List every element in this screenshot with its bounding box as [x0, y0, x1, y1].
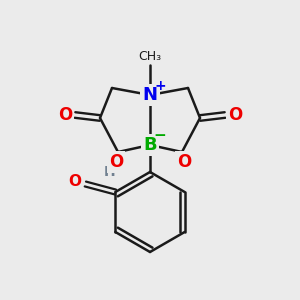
Text: B: B	[143, 136, 157, 154]
Text: O: O	[68, 175, 81, 190]
Text: −: −	[154, 128, 166, 143]
Text: H: H	[103, 165, 115, 179]
Text: O: O	[109, 153, 123, 171]
Text: O: O	[58, 106, 72, 124]
Text: CH₃: CH₃	[138, 50, 162, 62]
Text: N: N	[142, 86, 158, 104]
Text: O: O	[177, 153, 191, 171]
Text: O: O	[228, 106, 242, 124]
Text: +: +	[154, 79, 166, 93]
